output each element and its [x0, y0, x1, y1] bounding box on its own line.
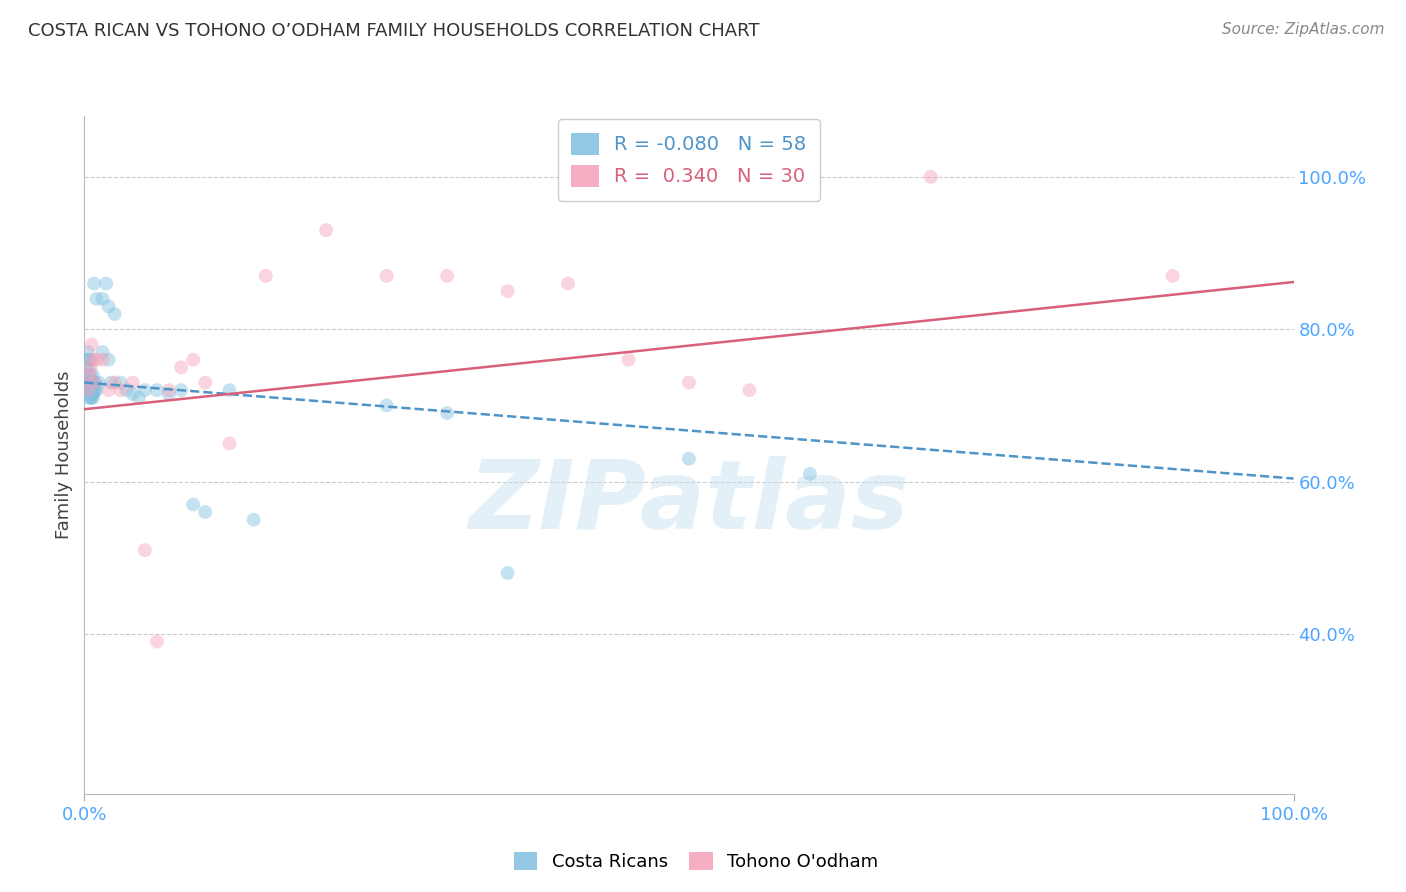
Point	[157, 387, 180, 401]
Text: ZIPatlas: ZIPatlas	[468, 456, 910, 549]
Point	[77, 368, 100, 382]
Point	[79, 383, 101, 397]
Point	[83, 277, 105, 291]
Point	[254, 268, 277, 283]
Point	[375, 268, 398, 283]
Point	[110, 376, 132, 390]
Point	[146, 383, 169, 397]
Point	[134, 543, 156, 558]
Point	[91, 345, 114, 359]
Point	[77, 383, 100, 397]
Legend: R = -0.080   N = 58, R =  0.340   N = 30: R = -0.080 N = 58, R = 0.340 N = 30	[558, 119, 820, 201]
Point	[77, 391, 100, 405]
Point	[79, 360, 101, 375]
Point	[86, 292, 108, 306]
Point	[80, 387, 103, 401]
Point	[100, 376, 122, 390]
Point	[83, 383, 105, 397]
Point	[94, 277, 117, 291]
Point	[97, 299, 120, 313]
Point	[121, 387, 143, 401]
Point	[557, 277, 579, 291]
Point	[146, 634, 169, 648]
Point	[77, 383, 100, 397]
Point	[82, 387, 104, 401]
Point	[128, 391, 150, 405]
Point	[79, 368, 101, 382]
Point	[170, 360, 193, 375]
Point	[97, 383, 120, 397]
Point	[80, 383, 103, 397]
Point	[86, 383, 108, 397]
Point	[218, 436, 240, 450]
Point	[84, 383, 107, 397]
Point	[170, 383, 193, 397]
Point	[678, 451, 700, 466]
Point	[617, 352, 640, 367]
Point	[496, 284, 519, 298]
Text: Source: ZipAtlas.com: Source: ZipAtlas.com	[1222, 22, 1385, 37]
Point	[738, 383, 761, 397]
Point	[80, 391, 103, 405]
Point	[194, 505, 217, 519]
Y-axis label: Family Households: Family Households	[55, 371, 73, 539]
Point	[194, 376, 217, 390]
Point	[110, 383, 132, 397]
Point	[496, 566, 519, 580]
Point	[242, 513, 264, 527]
Point	[920, 169, 942, 184]
Point	[79, 391, 101, 405]
Point	[181, 352, 204, 367]
Point	[77, 345, 100, 359]
Point	[75, 360, 97, 375]
Point	[91, 352, 114, 367]
Point	[84, 376, 107, 390]
Point	[77, 376, 100, 390]
Point	[86, 352, 108, 367]
Point	[80, 337, 103, 351]
Point	[436, 268, 458, 283]
Point	[77, 368, 100, 382]
Point	[91, 292, 114, 306]
Point	[79, 352, 101, 367]
Point	[83, 376, 105, 390]
Point	[75, 376, 97, 390]
Point	[134, 383, 156, 397]
Point	[375, 398, 398, 412]
Point	[1161, 268, 1184, 283]
Point	[82, 368, 104, 382]
Point	[77, 360, 100, 375]
Point	[436, 406, 458, 420]
Point	[104, 376, 127, 390]
Point	[97, 352, 120, 367]
Text: COSTA RICAN VS TOHONO O’ODHAM FAMILY HOUSEHOLDS CORRELATION CHART: COSTA RICAN VS TOHONO O’ODHAM FAMILY HOU…	[28, 22, 759, 40]
Point	[77, 383, 100, 397]
Point	[76, 352, 98, 367]
Point	[115, 383, 138, 397]
Point	[76, 383, 98, 397]
Point	[82, 391, 104, 405]
Point	[218, 383, 240, 397]
Point	[83, 376, 105, 390]
Point	[104, 307, 127, 321]
Point	[799, 467, 821, 481]
Point	[79, 376, 101, 390]
Point	[77, 352, 100, 367]
Point	[87, 376, 110, 390]
Point	[121, 376, 143, 390]
Point	[678, 376, 700, 390]
Point	[315, 223, 337, 237]
Point	[80, 376, 103, 390]
Point	[76, 376, 98, 390]
Point	[181, 498, 204, 512]
Legend: Costa Ricans, Tohono O'odham: Costa Ricans, Tohono O'odham	[506, 846, 886, 879]
Point	[157, 383, 180, 397]
Point	[82, 352, 104, 367]
Point	[82, 379, 104, 393]
